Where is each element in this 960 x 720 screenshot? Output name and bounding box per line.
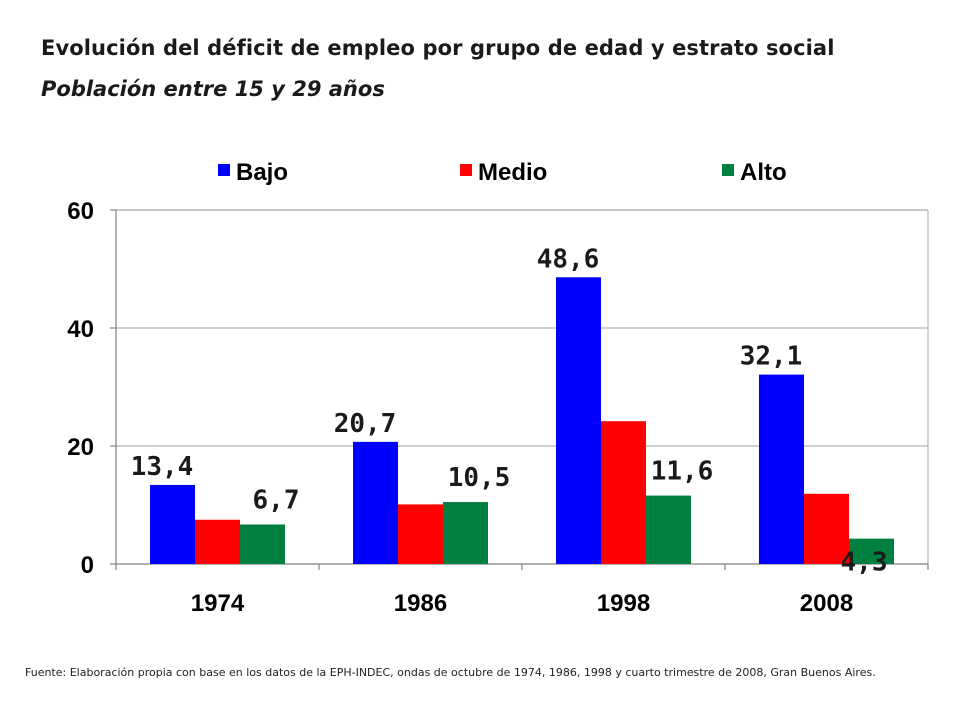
chart-title: Evolución del déficit de empleo por grup… <box>41 36 835 60</box>
bar-medio <box>601 421 646 564</box>
y-tick-label: 20 <box>67 434 94 461</box>
bar-bajo <box>556 277 601 564</box>
chart-subtitle: Población entre 15 y 29 años <box>41 77 385 101</box>
x-tick-label: 2008 <box>800 590 853 617</box>
x-tick-label: 1986 <box>394 590 447 617</box>
legend-label-medio: Medio <box>478 159 547 186</box>
legend-swatch-bajo <box>218 164 230 176</box>
bar-alto <box>849 538 894 564</box>
data-label-alto: 4,3 <box>841 548 888 578</box>
bars <box>150 277 894 564</box>
data-label-bajo: 32,1 <box>740 342 803 372</box>
legend-label-alto: Alto <box>740 159 787 186</box>
bar-alto <box>443 502 488 564</box>
legend-swatch-alto <box>722 164 734 176</box>
y-tick-label: 60 <box>67 198 94 225</box>
bar-medio <box>398 504 443 564</box>
source-note: Fuente: Elaboración propia con base en l… <box>25 666 876 679</box>
data-label-alto: 11,6 <box>651 457 714 487</box>
bar-medio <box>195 519 240 564</box>
y-tick-label: 40 <box>67 316 94 343</box>
gridlines <box>116 209 928 447</box>
data-label-bajo: 48,6 <box>537 244 600 274</box>
data-label-bajo: 20,7 <box>334 409 397 439</box>
data-label-bajo: 13,4 <box>131 452 194 482</box>
data-label-alto: 6,7 <box>253 485 300 515</box>
legend: Bajo Medio Alto <box>218 159 787 186</box>
legend-swatch-medio <box>460 164 472 176</box>
bar-alto <box>240 524 285 564</box>
axes: 0 20 40 60 1974 1986 1998 2008 <box>67 198 929 617</box>
legend-label-bajo: Bajo <box>236 159 288 186</box>
bar-chart: 0 20 40 60 1974 1986 1998 2008 13,4 20,7 48,6 32,1… <box>67 159 929 617</box>
y-tick-label: 0 <box>81 552 94 579</box>
bar-bajo <box>759 374 804 564</box>
bar-medio <box>804 493 849 564</box>
x-tick-label: 1974 <box>191 590 245 617</box>
bar-bajo <box>353 441 398 564</box>
bar-alto <box>646 495 691 564</box>
x-tick-label: 1998 <box>597 590 650 617</box>
data-label-alto: 10,5 <box>448 463 511 493</box>
data-labels: 13,4 20,7 48,6 32,1 6,7 10,5 11,6 4,3 <box>131 244 888 577</box>
bar-bajo <box>150 484 195 564</box>
